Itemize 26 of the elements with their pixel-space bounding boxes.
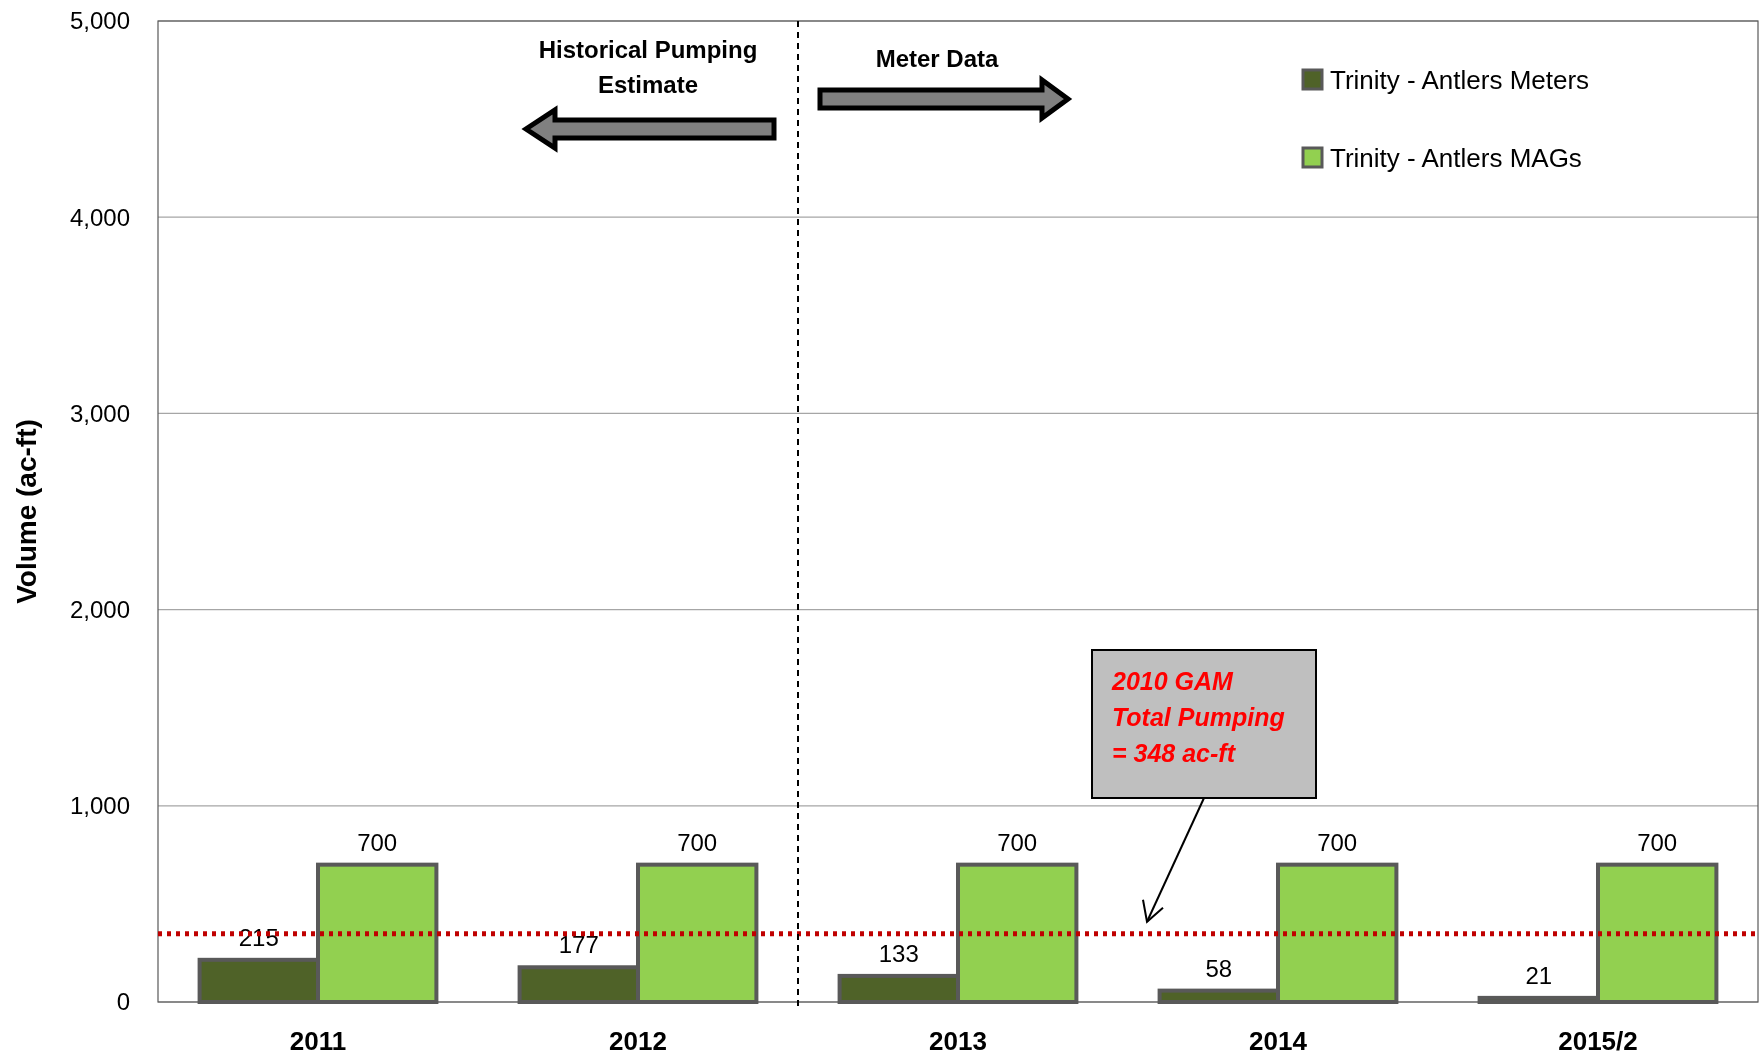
x-tick-label: 2014 (1249, 1026, 1308, 1056)
annotation: Historical Pumping Estimate (538, 36, 758, 98)
annotation: 2010 GAM Total Pumping = 348 ac-ft (1111, 667, 1285, 767)
legend-label: Trinity - Antlers MAGs (1330, 143, 1582, 174)
y-tick-label: 4,000 (69, 203, 130, 231)
y-axis-title: Volume (ac-ft) (11, 419, 42, 604)
y-tick-label: 5,000 (69, 7, 130, 35)
data-label: 700 (997, 828, 1038, 856)
data-label: 58 (1205, 954, 1233, 982)
data-label: 700 (357, 828, 398, 856)
y-tick-label: 2,000 (69, 596, 130, 623)
x-tick-label: 2015/2 (1558, 1026, 1638, 1056)
x-tick-label: 2012 (609, 1026, 667, 1056)
data-label: 700 (1637, 828, 1678, 856)
data-label: 700 (1317, 828, 1358, 856)
x-tick-label: 2011 (289, 1026, 347, 1056)
legend-label: Trinity - Antlers Meters (1330, 65, 1590, 96)
data-label: 133 (878, 939, 919, 967)
y-tick-label: 0 (116, 988, 130, 1016)
data-label: 177 (558, 931, 599, 959)
data-label: 21 (1525, 961, 1553, 989)
data-label: 700 (677, 828, 718, 856)
x-tick-label: 2013 (929, 1026, 987, 1056)
y-tick-label: 3,000 (69, 399, 130, 427)
annotation: Meter Data (875, 45, 999, 72)
y-tick-label: 1,000 (69, 792, 130, 820)
